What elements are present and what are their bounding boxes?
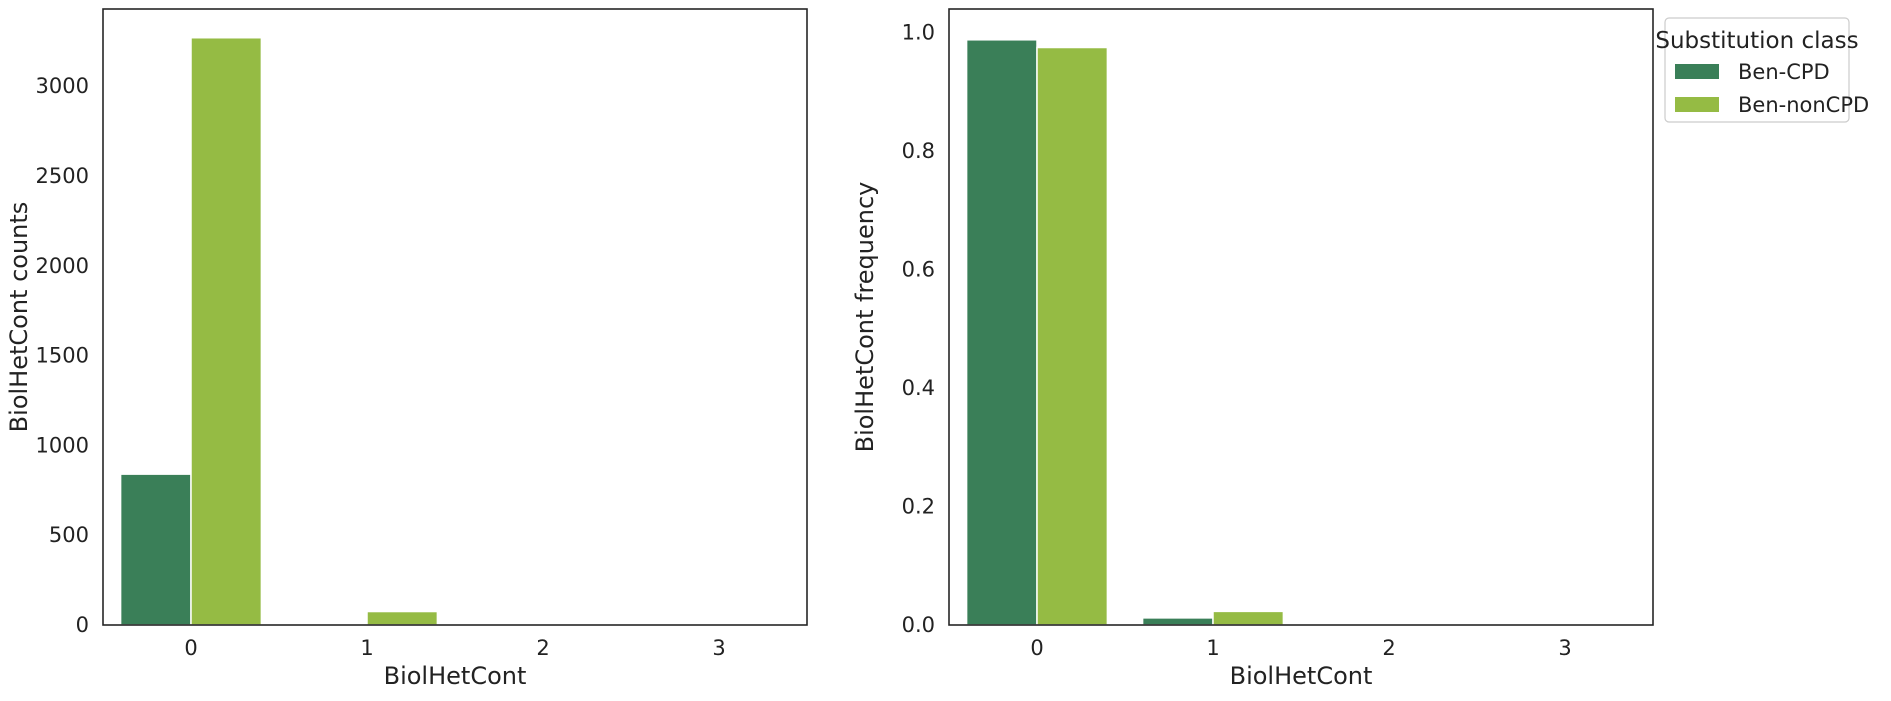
legend: Substitution class Ben-CPD Ben-nonCPD [1655, 17, 1869, 123]
frequency-bar-ben-noncpd-1 [1212, 610, 1285, 626]
legend-swatch-ben-noncpd [1675, 97, 1719, 112]
counts-y-tick-label: 500 [49, 523, 89, 547]
frequency-y-tick-label: 0.6 [902, 258, 935, 282]
frequency-x-axis-label: BiolHetCont [1230, 662, 1373, 690]
frequency-x-tick-label: 0 [1030, 636, 1043, 660]
frequency-x-tick-label: 3 [1558, 636, 1571, 660]
counts-x-axis-label: BiolHetCont [384, 662, 527, 690]
counts-y-tick-label: 0 [76, 613, 89, 637]
counts-y-tick-label: 1000 [36, 433, 89, 457]
counts-chart: 0 1 2 3 0 500 1000 1500 2000 2500 3000 BiolHetCont B… [5, 8, 808, 690]
frequency-y-tick-label: 0.0 [902, 613, 935, 637]
legend-label-ben-cpd: Ben-CPD [1738, 60, 1830, 84]
counts-x-tick-label: 1 [360, 636, 373, 660]
counts-y-tick-label: 2500 [36, 164, 89, 188]
counts-bar-ben-noncpd-1 [366, 610, 439, 626]
counts-y-tick-label: 2000 [36, 254, 89, 278]
frequency-chart: 0 1 2 3 0.0 0.2 0.4 0.6 0.8 1.0 BiolHetCont BiolHet… [851, 8, 1654, 690]
counts-y-axis-label: BiolHetCont counts [5, 202, 33, 433]
counts-x-tick-label: 2 [536, 636, 549, 660]
counts-x-tick-label: 3 [712, 636, 725, 660]
legend-label-ben-noncpd: Ben-nonCPD [1738, 93, 1869, 117]
counts-bar-ben-cpd-0 [119, 473, 192, 626]
frequency-bar-ben-cpd-0 [965, 39, 1038, 626]
counts-x-tick-label: 0 [184, 636, 197, 660]
counts-bar-ben-noncpd-0 [190, 36, 263, 626]
frequency-y-tick-label: 0.2 [902, 495, 935, 519]
frequency-y-axis-label: BiolHetCont frequency [851, 182, 879, 453]
counts-axes-frame [102, 8, 808, 626]
counts-y-tick-label: 3000 [36, 74, 89, 98]
frequency-y-tick-label: 0.4 [902, 376, 935, 400]
frequency-bar-ben-cpd-1 [1141, 617, 1214, 626]
frequency-x-tick-label: 2 [1382, 636, 1395, 660]
legend-swatch-ben-cpd [1675, 64, 1719, 79]
legend-frame [1664, 17, 1850, 123]
frequency-axes-frame [948, 8, 1654, 626]
counts-y-tick-label: 1500 [36, 344, 89, 368]
frequency-x-tick-label: 1 [1206, 636, 1219, 660]
frequency-bar-ben-noncpd-0 [1036, 46, 1109, 626]
frequency-y-tick-label: 1.0 [902, 21, 935, 45]
frequency-y-tick-label: 0.8 [902, 139, 935, 163]
legend-title: Substitution class [1655, 28, 1858, 54]
